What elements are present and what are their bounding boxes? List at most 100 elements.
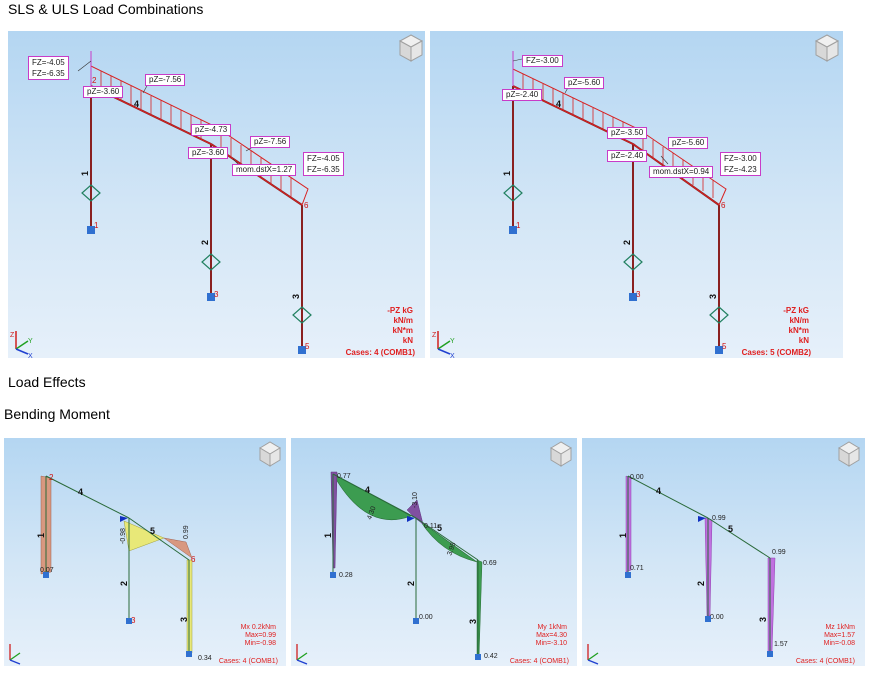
member-2-label: 2 [119,581,129,586]
moment-value: 0.42 [484,653,498,660]
viewport-my[interactable]: 1 2 3 4 5 0.77 4.30 -3.10 0.11 3.95 0.69… [291,438,577,666]
moment-value: 0.00 [630,474,644,481]
cases-label: Cases: 4 (COMB1) [509,658,569,665]
viewport-comb1[interactable]: 1 2 3 4 1 2 3 5 6 [8,31,425,358]
view-cube-icon[interactable] [259,441,281,467]
svg-text:X: X [450,353,455,358]
member-1-label: 1 [36,533,46,538]
moment-value: 0.71 [630,565,644,572]
svg-text:X: X [28,353,33,358]
legend: -PZ kG kN/m kN*m kN [783,306,809,345]
support-icon [705,616,711,622]
support-icon [87,226,95,234]
moment-value: 1.57 [774,641,788,648]
load-label: pZ=-7.56 [145,74,186,86]
member-3-label: 3 [291,294,301,299]
moment-label: mom.dstX=1.27 [232,164,297,176]
support-icon [767,651,773,657]
mid-marker-icon [201,253,221,271]
svg-text:Z: Z [432,332,437,339]
load-label: pZ=-7.56 [250,136,291,148]
member-4-label: 4 [556,99,561,109]
viewport-mx[interactable]: 1 2 3 4 5 2 3 6 0.07 -0.98 0.99 0.34 Mx … [4,438,286,666]
member-2-label: 2 [696,581,706,586]
node-6-label: 6 [191,555,196,564]
axis-triad-icon: Z Y X [10,331,33,358]
support-icon [43,572,49,578]
view-cube-icon[interactable] [398,34,424,62]
heading-bending-moment: Bending Moment [4,406,110,422]
moment-value: -3.10 [412,492,419,508]
moment-value: 0.00 [419,614,433,621]
moment-value: 0.00 [710,614,724,621]
load-label: pZ=-2.40 [502,89,543,101]
moment-value: 0.28 [339,572,353,579]
axis-triad-icon: Z Y X [432,331,455,358]
viewport-comb2[interactable]: 1 2 3 4 1 3 5 6 Z Y X FZ=-3.00 [430,31,843,358]
mx-diagram: 1 2 3 4 5 2 3 6 0.07 -0.98 0.99 0.34 [9,441,281,665]
load-label: pZ=-3.60 [188,147,229,159]
moment-value: 3.95 [446,541,457,556]
support-icon [475,654,481,660]
cases-label: Cases: 4 (COMB1) [345,348,415,357]
support-icon [625,572,631,578]
moment-label: mom.dstX=0.94 [649,166,714,178]
legend: My 1kNm Max=4.30 Min=-3.10 [535,624,567,647]
support-icon [186,651,192,657]
my-diagram: 1 2 3 4 5 0.77 4.30 -3.10 0.11 3.95 0.69… [296,441,572,665]
force-label: FZ=-3.00 [522,55,563,67]
mid-marker-icon [503,184,523,202]
load-label: pZ=-4.73 [191,124,232,136]
node-3-label: 3 [214,290,219,299]
node-3-label: 3 [636,290,641,299]
cases-label: Cases: 4 (COMB1) [795,658,855,665]
view-cube-icon[interactable] [838,441,860,467]
member-3-label: 3 [179,617,189,622]
member-1-label: 1 [323,533,333,538]
moment-value: 0.77 [337,473,351,480]
member-2-label: 2 [406,581,416,586]
view-cube-icon[interactable] [814,34,840,62]
mid-marker-icon [81,184,101,202]
load-label: pZ=-3.50 [607,127,648,139]
member-4-label: 4 [134,99,139,109]
node-5-label: 5 [722,342,727,351]
load-label: pZ=-2.40 [607,150,648,162]
force-label: FZ=-4.05 FZ=-6.35 [303,152,344,176]
support-icon [413,618,419,624]
support-icon [126,618,132,624]
load-label: pZ=-5.60 [564,77,605,89]
mid-marker-icon [709,306,729,324]
cases-label: Cases: 5 (COMB2) [741,348,811,357]
load-label: pZ=-3.60 [83,86,124,98]
heading-load-effects: Load Effects [8,374,86,390]
member-2-label: 2 [622,240,632,245]
node-6-label: 6 [721,201,726,210]
node-3-label: 3 [131,616,136,625]
moment-value: 0.69 [483,560,497,567]
viewport-mz[interactable]: 1 2 3 4 5 0.00 0.99 0.99 0.71 0.00 1.57 … [582,438,865,666]
svg-text:Y: Y [450,338,455,345]
support-icon [330,572,336,578]
moment-value: 4.30 [366,505,377,520]
frame-drawing-comb2: 1 2 3 4 1 3 5 6 Z Y X [432,34,840,358]
heading-sls-uls: SLS & ULS Load Combinations [8,1,204,17]
moment-value: 0.99 [712,515,726,522]
member-1-label: 1 [618,533,628,538]
moment-value: 0.07 [40,567,54,574]
member-1-label: 1 [80,171,90,176]
node-6-label: 6 [304,201,309,210]
node-1-label: 1 [94,221,99,230]
node-2-label: 2 [49,473,54,482]
frame-drawing-comb1: 1 2 3 4 1 2 3 5 6 [10,34,424,358]
member-3-label: 3 [758,617,768,622]
support-icon [629,293,637,301]
member-5-label: 5 [728,524,733,534]
member-2-label: 2 [200,240,210,245]
member-5-label: 5 [150,526,155,536]
view-cube-icon[interactable] [550,441,572,467]
support-icon [509,226,517,234]
moment-value: 0.34 [198,655,212,662]
moment-value: 0.11 [424,523,437,530]
force-label: FZ=-4.05 FZ=-6.35 [28,56,69,80]
